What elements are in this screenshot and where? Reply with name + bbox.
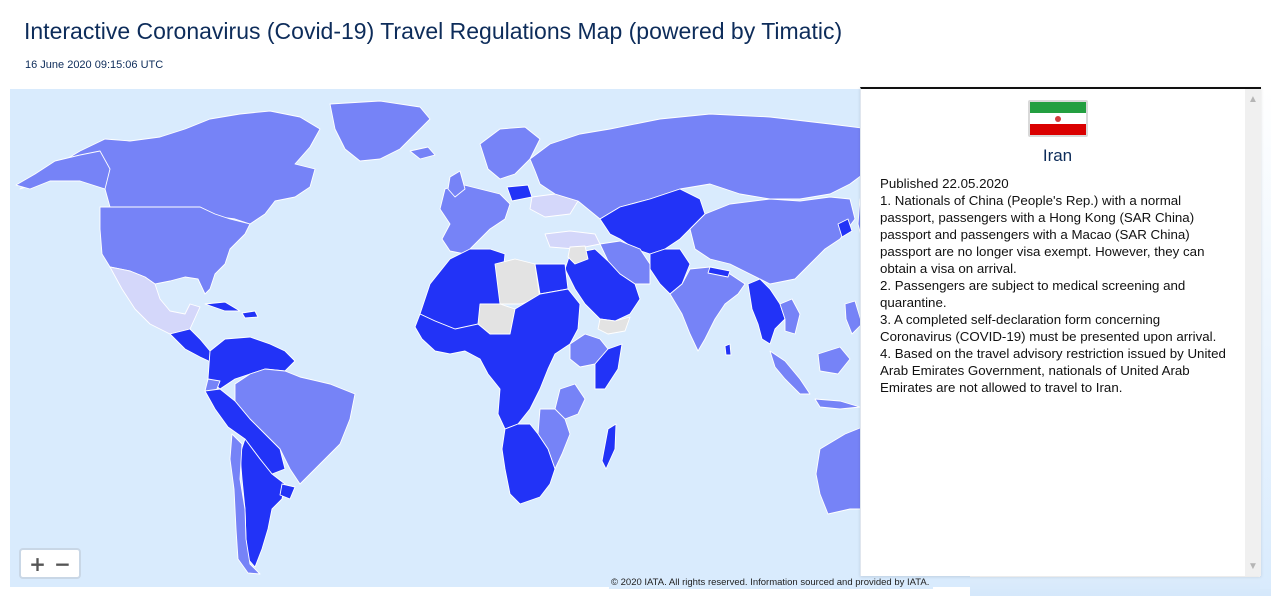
country-cuba[interactable] xyxy=(204,301,241,312)
region-western-europe[interactable] xyxy=(439,183,511,255)
regulation-item-2: 2. Passengers are subject to medical scr… xyxy=(880,278,1186,310)
country-syria-iraq[interactable] xyxy=(567,245,589,265)
world-map[interactable] xyxy=(10,89,970,587)
map-background-strip xyxy=(970,577,1271,596)
scroll-up-icon[interactable]: ▲ xyxy=(1248,93,1258,105)
flag-stripe-green xyxy=(1029,102,1086,113)
region-peru-bolivia-paraguay[interactable] xyxy=(204,388,286,475)
regulation-item-1: 1. Nationals of China (People's Rep.) wi… xyxy=(880,193,1205,276)
country-philippines[interactable] xyxy=(844,300,863,335)
flag-stripe-red xyxy=(1029,124,1086,135)
scroll-down-icon[interactable]: ▼ xyxy=(1248,560,1258,572)
page-title: Interactive Coronavirus (Covid-19) Trave… xyxy=(24,18,843,44)
country-india[interactable] xyxy=(669,266,746,352)
country-madagascar[interactable] xyxy=(601,423,617,470)
region-indonesia-malaysia[interactable] xyxy=(769,346,861,410)
region-southern-africa[interactable] xyxy=(501,423,556,505)
country-chile[interactable] xyxy=(229,433,261,575)
country-info-panel: Iran Published 22.05.2020 1. Nationals o… xyxy=(860,87,1261,576)
zoom-out-button[interactable]: − xyxy=(54,551,71,576)
region-central-asia[interactable] xyxy=(599,188,706,255)
country-yemen[interactable] xyxy=(597,316,631,335)
country-greenland[interactable] xyxy=(329,100,431,162)
zoom-in-button[interactable]: + xyxy=(29,551,46,576)
flag-emblem-icon xyxy=(1054,115,1061,122)
country-uk[interactable] xyxy=(447,170,466,198)
region-west-central-africa[interactable] xyxy=(414,288,581,430)
country-china[interactable] xyxy=(689,196,856,285)
country-nepal[interactable] xyxy=(707,266,731,278)
country-turkey[interactable] xyxy=(544,230,601,250)
country-somalia[interactable] xyxy=(594,343,623,390)
country-poland[interactable] xyxy=(506,184,533,202)
region-myanmar-thailand-laos[interactable] xyxy=(747,278,786,345)
country-sri-lanka[interactable] xyxy=(724,343,732,356)
country-iceland[interactable] xyxy=(409,146,436,160)
map-edge-fade xyxy=(1260,89,1271,589)
country-australia[interactable] xyxy=(815,423,871,515)
map-svg[interactable] xyxy=(10,89,970,587)
region-arabian-peninsula[interactable] xyxy=(564,248,641,322)
iran-flag-icon xyxy=(1027,100,1088,137)
regulation-item-4: 4. Based on the travel advisory restrict… xyxy=(880,346,1226,395)
country-argentina[interactable] xyxy=(239,438,286,568)
country-russia[interactable] xyxy=(529,113,871,220)
country-mexico[interactable] xyxy=(109,266,201,335)
region-scandinavia[interactable] xyxy=(479,126,541,180)
country-alaska-usa[interactable] xyxy=(15,150,111,190)
published-date: Published 22.05.2020 xyxy=(880,176,1009,191)
country-libya[interactable] xyxy=(494,258,541,305)
country-name: Iran xyxy=(1042,146,1073,165)
country-north-korea[interactable] xyxy=(837,218,853,238)
country-hispaniola[interactable] xyxy=(241,310,259,319)
last-updated-timestamp: 16 June 2020 09:15:06 UTC xyxy=(25,59,164,71)
regulation-item-3: 3. A completed self-declaration form con… xyxy=(880,312,1217,344)
copyright-notice: © 2020 IATA. All rights reserved. Inform… xyxy=(609,577,934,589)
region-vietnam-cambodia[interactable] xyxy=(779,298,801,335)
map-zoom-controls: + − xyxy=(19,548,81,579)
panel-content[interactable]: Iran Published 22.05.2020 1. Nationals o… xyxy=(861,89,1245,576)
regulation-text: Published 22.05.2020 1. Nationals of Chi… xyxy=(880,175,1235,396)
panel-scrollbar[interactable]: ▲ ▼ xyxy=(1245,89,1261,576)
country-uruguay[interactable] xyxy=(279,483,296,500)
